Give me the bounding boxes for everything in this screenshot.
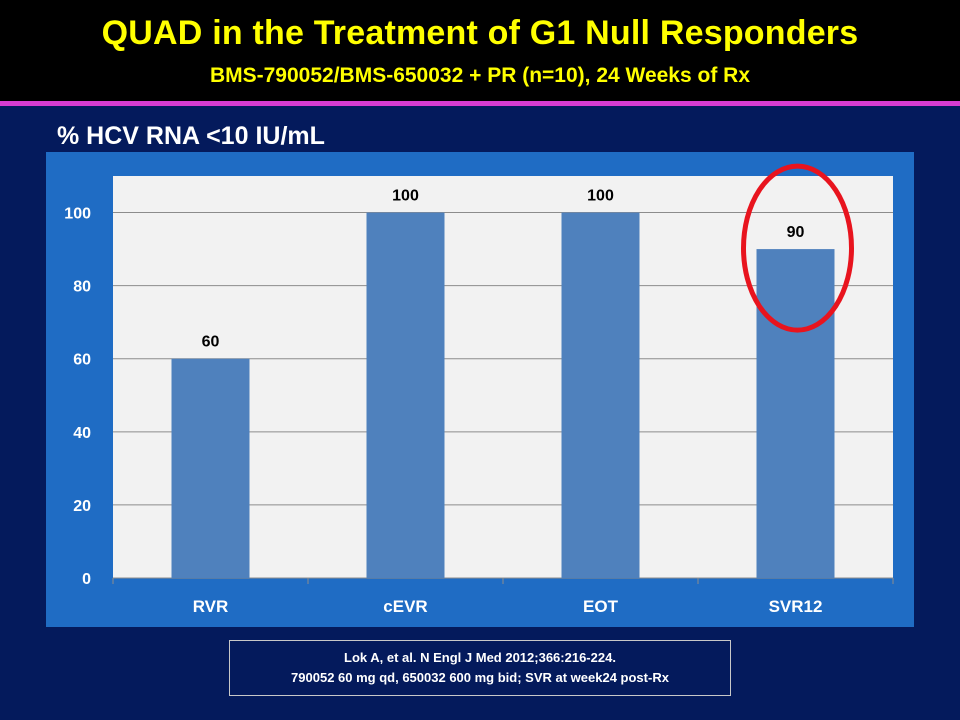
y-tick-label: 40 xyxy=(73,425,91,442)
slide-title: QUAD in the Treatment of G1 Null Respond… xyxy=(101,14,859,52)
bar-svr12 xyxy=(756,249,835,578)
x-axis-ticks: RVR cEVR EOT SVR12 xyxy=(193,597,823,616)
bar-rvr xyxy=(171,358,250,578)
citation-reference: Lok A, et al. N Engl J Med 2012;366:216-… xyxy=(344,650,616,665)
data-label: 100 xyxy=(587,188,614,205)
highlight-ring xyxy=(741,163,854,333)
y-tick-label: 80 xyxy=(73,279,91,296)
chart-y-label: % HCV RNA <10 IU/mL xyxy=(57,122,325,150)
x-tick-label: EOT xyxy=(583,597,619,616)
highlight-layer xyxy=(741,163,854,333)
y-tick-label: 100 xyxy=(64,206,91,223)
y-axis-ticks: 0 20 40 60 80 100 xyxy=(64,206,91,588)
data-label: 90 xyxy=(787,224,805,241)
citation-dosing: 790052 60 mg qd, 650032 600 mg bid; SVR … xyxy=(291,670,669,685)
x-tick-label: cEVR xyxy=(383,597,427,616)
bar-chart: 60 100 100 90 0 20 40 60 80 100 RVR cEVR EOT SVR12 xyxy=(64,163,894,616)
y-tick-label: 20 xyxy=(73,498,91,515)
title-bar: QUAD in the Treatment of G1 Null Respond… xyxy=(0,0,960,101)
citation-box: Lok A, et al. N Engl J Med 2012;366:216-… xyxy=(229,640,731,696)
data-label: 100 xyxy=(392,188,419,205)
header-divider xyxy=(0,101,960,106)
bars xyxy=(171,212,835,578)
x-tick-label: RVR xyxy=(193,597,229,616)
data-labels: 60 100 100 90 xyxy=(202,188,805,351)
data-label: 60 xyxy=(202,334,220,351)
bar-cevr xyxy=(366,212,445,578)
bar-eot xyxy=(561,212,640,578)
slide-subtitle: BMS-790052/BMS-650032 + PR (n=10), 24 We… xyxy=(209,64,751,87)
chart-panel: 60 100 100 90 0 20 40 60 80 100 RVR cEVR EOT SVR12 xyxy=(46,152,914,627)
x-tick-label: SVR12 xyxy=(769,597,823,616)
y-tick-label: 60 xyxy=(73,352,91,369)
y-tick-label: 0 xyxy=(82,571,91,588)
